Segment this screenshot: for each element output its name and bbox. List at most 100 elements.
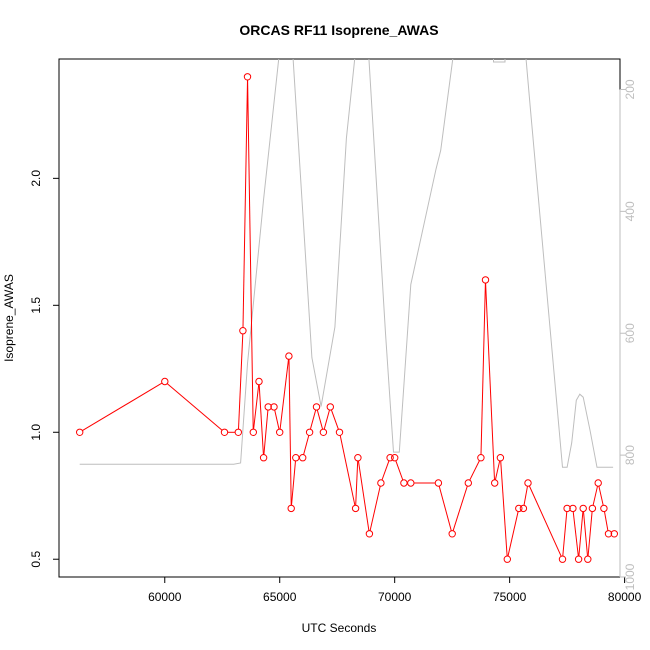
isoprene-point	[270, 403, 278, 411]
isoprene-segment	[316, 409, 324, 430]
x-axis: 60000 65000 70000 75000 80000	[148, 576, 642, 604]
isoprene-point	[299, 454, 307, 462]
x-axis-label: UTC Seconds	[302, 621, 377, 635]
y-axis-label: Isoprene_AWAS	[2, 274, 16, 362]
isoprene-point	[594, 479, 602, 487]
isoprene-segment	[583, 511, 588, 557]
isoprene-segment	[381, 460, 390, 481]
isoprene-segment	[274, 409, 280, 430]
isoprene-series	[76, 73, 618, 563]
isoprene-segment	[523, 486, 528, 506]
isoprene-segment	[587, 511, 593, 557]
right-tick-label: 600	[623, 323, 637, 343]
isoprene-point	[434, 479, 443, 487]
isoprene-point	[407, 479, 415, 487]
isoprene-point	[558, 555, 567, 563]
isoprene-segment	[288, 359, 292, 506]
isoprene-segment	[469, 460, 480, 481]
pressure-series	[79, 59, 614, 468]
right-tick-label: 1000	[623, 563, 637, 590]
x-tick-label: 80000	[608, 590, 642, 604]
isoprene-segment	[279, 359, 289, 430]
isoprene-segment	[369, 486, 381, 531]
isoprene-segment	[598, 486, 604, 506]
isoprene-segment	[578, 511, 584, 557]
isoprene-point	[326, 403, 334, 411]
isoprene-point	[574, 555, 583, 563]
isoprene-segment	[355, 460, 359, 506]
isoprene-point	[264, 403, 272, 411]
isoprene-segment	[528, 485, 562, 557]
isoprene-segment	[258, 384, 264, 455]
isoprene-segment	[242, 79, 248, 328]
isoprene-point	[161, 377, 169, 386]
isoprene-point	[377, 479, 385, 487]
x-tick-label: 70000	[378, 590, 412, 604]
isoprene-point	[503, 555, 511, 563]
isoprene-point	[285, 352, 293, 360]
isoprene-point	[249, 428, 258, 436]
isoprene-point	[477, 454, 485, 462]
isoprene-point	[496, 454, 505, 462]
isoprene-segment	[485, 283, 495, 480]
y-axis: 0.5 1.0 1.5 2.0	[29, 170, 60, 568]
right-tick-label: 800	[623, 445, 637, 465]
isoprene-segment	[323, 409, 330, 430]
y-tick-label: 1.0	[29, 424, 43, 441]
isoprene-segment	[253, 384, 260, 430]
isoprene-segment	[452, 485, 468, 531]
right-axis: 200 400 600 800 1000	[619, 79, 637, 590]
isoprene-point	[76, 428, 84, 436]
x-tick-label: 60000	[148, 590, 182, 604]
isoprene-point	[569, 504, 577, 513]
isoprene-segment	[166, 383, 223, 431]
isoprene-segment	[357, 460, 370, 531]
isoprene-segment	[572, 511, 579, 557]
isoprene-point	[400, 479, 408, 487]
isoprene-point	[243, 73, 252, 81]
isoprene-segment	[303, 435, 310, 455]
isoprene-segment	[500, 460, 508, 557]
isoprene-point	[448, 530, 456, 538]
y-tick-label: 1.5	[29, 297, 43, 314]
isoprene-point	[386, 454, 394, 462]
isoprene-segment	[494, 460, 501, 481]
isoprene-segment	[562, 511, 568, 557]
isoprene-segment	[291, 460, 296, 506]
y-tick-label: 0.5	[29, 551, 43, 568]
isoprene-segment	[604, 511, 609, 531]
isoprene-segment	[309, 409, 317, 430]
isoprene-point	[319, 428, 328, 436]
isoprene-point	[292, 454, 300, 462]
isoprene-point	[600, 504, 608, 513]
isoprene-point	[584, 555, 592, 563]
isoprene-segment	[438, 485, 452, 531]
y-tick-label: 2.0	[29, 170, 43, 187]
x-tick-label: 75000	[493, 590, 527, 604]
isoprene-point	[335, 428, 344, 436]
isoprene-point	[234, 428, 243, 436]
isoprene-point	[220, 428, 229, 436]
isoprene-segment	[395, 460, 404, 481]
isoprene-point	[305, 428, 314, 436]
isoprene-point	[610, 530, 618, 538]
isoprene-segment	[330, 409, 339, 430]
isoprene-point	[464, 479, 472, 487]
isoprene-segment	[592, 486, 598, 506]
isoprene-point	[255, 377, 263, 386]
pressure-line	[79, 59, 614, 468]
isoprene-point	[491, 479, 499, 487]
isoprene-point	[239, 327, 247, 335]
isoprene-point	[519, 504, 528, 513]
isoprene-point	[365, 530, 374, 538]
isoprene-point	[588, 504, 597, 513]
isoprene-segment	[480, 283, 486, 455]
isoprene-segment	[247, 79, 254, 430]
isoprene-point	[391, 454, 399, 462]
isoprene-point	[563, 504, 571, 513]
isoprene-point	[351, 504, 360, 513]
isoprene-segment	[507, 511, 519, 557]
isoprene-point	[287, 504, 295, 513]
isoprene-point	[524, 479, 532, 487]
